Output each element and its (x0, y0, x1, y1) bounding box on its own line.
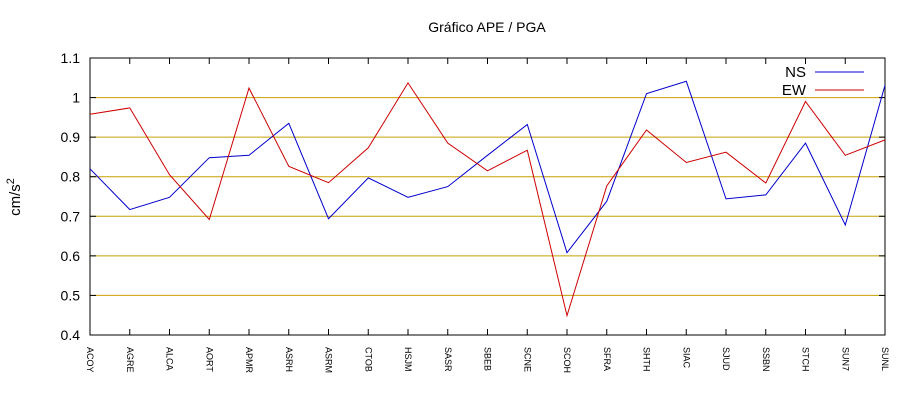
grid-lines (90, 97, 885, 296)
x-tick-label: SUNL (880, 347, 890, 371)
x-tick-label: SHTH (642, 347, 652, 372)
x-tick-label: STCH (801, 347, 811, 372)
x-tick-label: HSJM (403, 347, 413, 372)
y-tick-label: 1 (72, 90, 80, 106)
legend-label-ns: NS (785, 64, 806, 81)
y-tick-label: 0.4 (61, 327, 81, 343)
x-tick-label: SFRA (602, 347, 612, 371)
x-tick-label: ACOY (85, 347, 95, 373)
x-tick-label: SJUD (721, 347, 731, 371)
series-line-ew (89, 81, 886, 318)
x-tick-label: SCOH (562, 347, 572, 373)
x-tick-label: SIAC (681, 347, 691, 369)
plot-frame (89, 57, 886, 336)
x-tick-label: AGRE (125, 347, 135, 373)
x-tick-label: SSBN (761, 347, 771, 372)
y-tick-label: 0.5 (61, 287, 81, 303)
x-tick-label: AORT (204, 347, 214, 372)
x-axis-ticks: ACOY AGRE ALCA AORT APMR ASRH ASRM CTOB HSJM SASR… (85, 58, 890, 374)
x-tick-label: APMR (244, 347, 254, 374)
x-tick-label: ALCA (165, 347, 175, 371)
series-line-ns (89, 80, 886, 254)
chart-title: Gráfico APE / PGA (428, 19, 546, 35)
x-tick-label: SASR (443, 347, 453, 372)
y-tick-label: 0.7 (61, 208, 81, 224)
x-tick-label: SBEB (483, 347, 493, 371)
y-tick-label: 1.1 (61, 50, 81, 66)
y-axis-label: cm/s2 (5, 178, 24, 216)
y-tick-label: 0.6 (61, 248, 81, 264)
x-tick-label: SCNE (522, 347, 532, 372)
x-tick-label: ASRH (284, 347, 294, 372)
y-tick-label: 0.9 (61, 129, 81, 145)
x-tick-label: CTOB (363, 347, 373, 372)
legend-label-ew: EW (782, 82, 807, 99)
y-axis-ticks: 0.4 0.5 0.6 0.7 0.8 0.9 1 1.1 (61, 50, 885, 343)
series-lines (89, 80, 886, 318)
x-tick-label: ASRM (324, 347, 334, 373)
y-tick-label: 0.8 (61, 169, 81, 185)
x-tick-label: SUN7 (840, 347, 850, 371)
